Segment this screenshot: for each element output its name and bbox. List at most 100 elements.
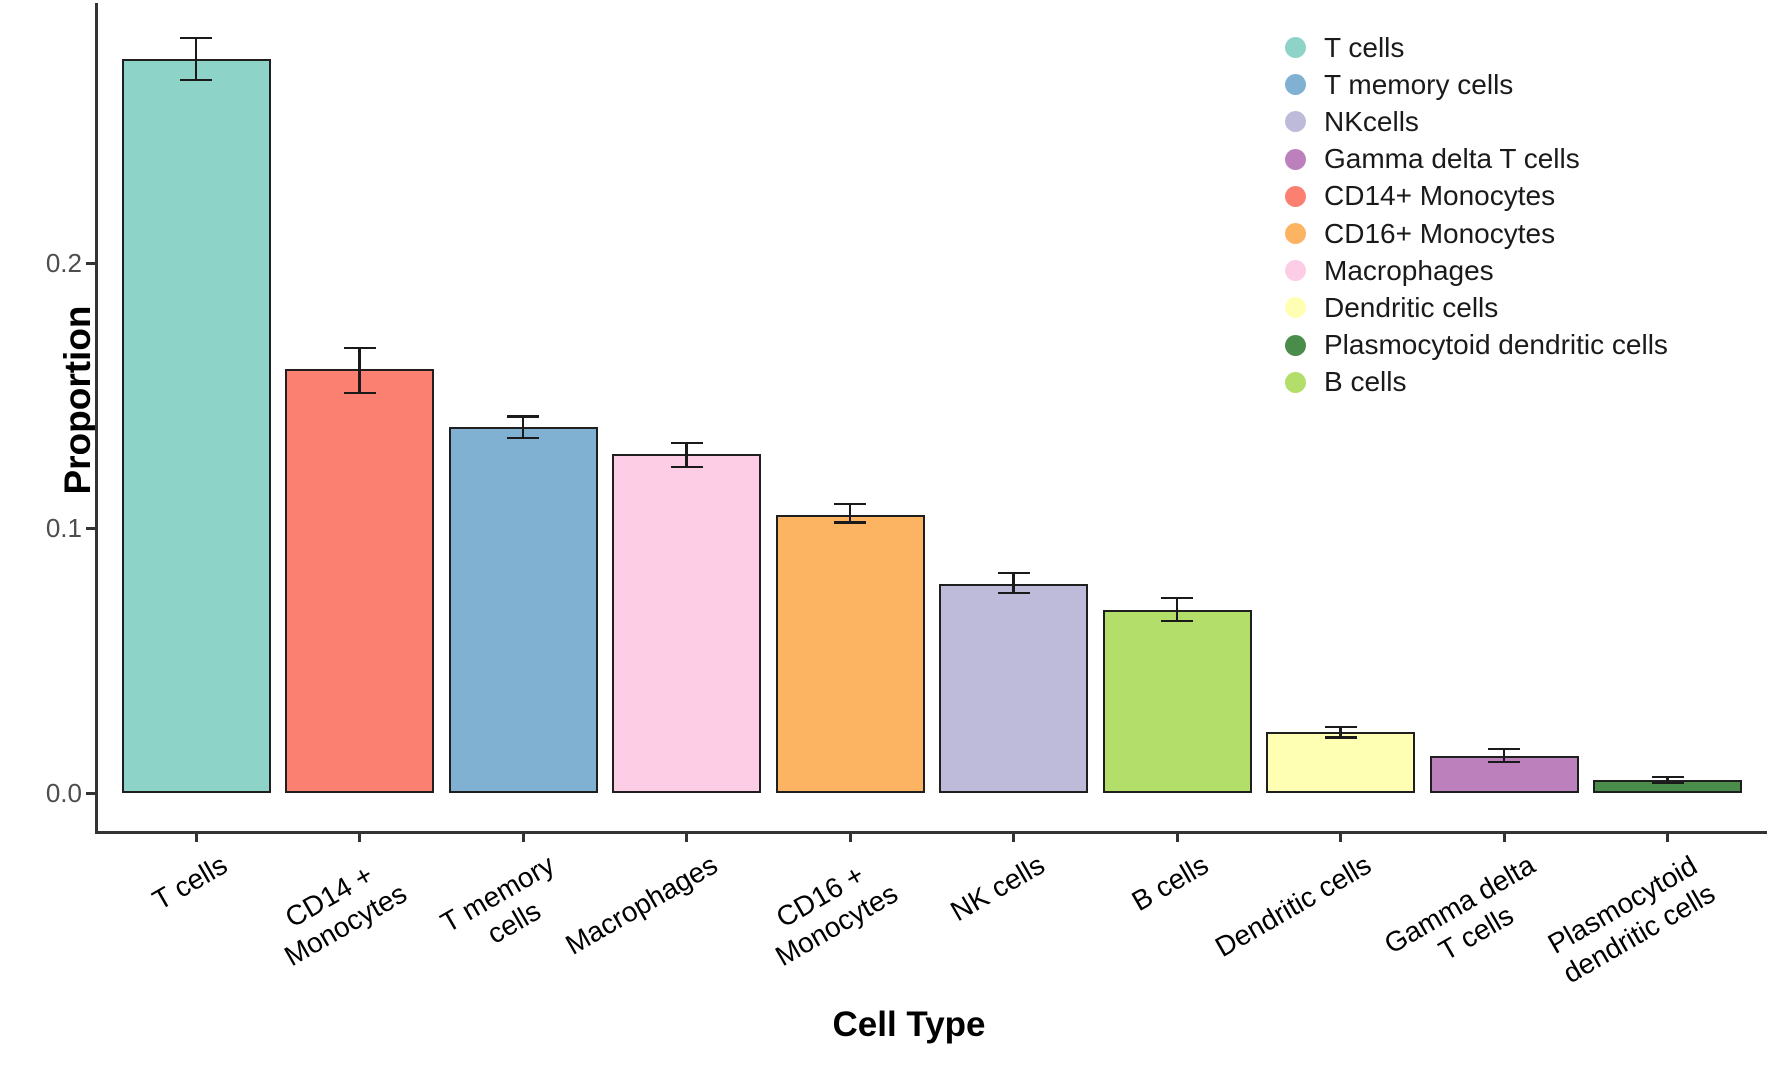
legend-row-plasmocytoid-dendritic-cells: Plasmocytoid dendritic cells	[1285, 327, 1668, 364]
legend-label-cd14-monocytes: CD14+ Monocytes	[1324, 180, 1556, 212]
legend-dot-b-cells	[1285, 371, 1306, 393]
x-tick-mark-dendritic-cells	[1339, 834, 1342, 842]
x-tick-mark-nk-cells	[1012, 834, 1015, 842]
legend-label-t-memory-cells: T memory cells	[1324, 68, 1514, 100]
y-axis-title: Proportion	[57, 305, 98, 495]
legend-row-dendritic-cells: Dendritic cells	[1285, 289, 1668, 326]
errorbar-cap-bottom-plasmocytoid-dendritic-cells	[1651, 781, 1684, 785]
x-axis-title: Cell Type	[832, 1005, 986, 1044]
legend-dot-t-cells	[1285, 37, 1306, 59]
errorbar-cap-bottom-cd14-monocytes	[343, 391, 376, 395]
x-tick-mark-cd16-monocytes	[848, 834, 852, 842]
legend-dot-nkcells	[1285, 111, 1306, 133]
legend-label-b-cells: B cells	[1324, 366, 1407, 398]
legend: T cells T memory cells NKcells Gamma delta …	[1285, 29, 1668, 401]
errorbar-line-dendritic-cells	[1339, 726, 1342, 738]
x-tick-label-line: Macrophages	[560, 848, 723, 961]
errorbar-cap-top-t-cells	[180, 36, 212, 39]
errorbar-line-macrophages	[685, 443, 688, 468]
errorbar-cap-top-cd14-monocytes	[343, 346, 376, 350]
legend-label-nkcells: NKcells	[1324, 105, 1419, 137]
legend-dot-dendritic-cells	[1285, 297, 1306, 319]
errorbar-cap-bottom-t-cells	[180, 78, 212, 82]
x-tick-label-line: B cells	[1126, 848, 1213, 917]
x-tick-mark-plasmocytoid-dendritic-cells	[1666, 834, 1669, 842]
errorbar-line-cd14-monocytes	[358, 347, 361, 393]
x-tick-label-t-cells: T cells	[146, 848, 232, 917]
legend-dot-gamma-delta-t-cells	[1285, 148, 1306, 170]
x-tick-label-dendritic-cells: Dendritic cells	[1210, 848, 1377, 964]
legend-dot-plasmocytoid-dendritic-cells	[1285, 334, 1306, 356]
legend-row-t-memory-cells: T memory cells	[1285, 66, 1668, 103]
errorbar-line-nk-cells	[1012, 573, 1015, 593]
errorbar-cap-bottom-gamma-delta-t-cells	[1488, 760, 1520, 764]
y-tick-label-0-0: 0.0	[45, 778, 82, 808]
legend-dot-cd16-monocytes	[1285, 223, 1306, 245]
x-tick-mark-cd14-monocytes	[358, 834, 361, 842]
errorbar-line-b-cells	[1175, 598, 1179, 621]
x-tick-label-macrophages: Macrophages	[560, 848, 723, 961]
x-tick-mark-t-memory-cells	[521, 834, 525, 842]
x-tick-label-line: T cells	[146, 848, 232, 916]
x-tick-label-nk-cells: NK cells	[945, 848, 1050, 928]
errorbar-line-gamma-delta-t-cells	[1502, 749, 1506, 762]
legend-dot-cd14-monocytes	[1285, 185, 1306, 207]
bar-macrophages	[612, 453, 761, 793]
legend-row-cd14-monocytes: CD14+ Monocytes	[1285, 178, 1668, 215]
legend-label-t-cells: T cells	[1324, 31, 1405, 63]
legend-row-gamma-delta-t-cells: Gamma delta T cells	[1285, 141, 1668, 178]
x-tick-mark-b-cells	[1175, 834, 1179, 842]
errorbar-cap-top-plasmocytoid-dendritic-cells	[1651, 775, 1684, 779]
errorbar-cap-bottom-cd16-monocytes	[834, 521, 866, 524]
bar-cd16-monocytes	[775, 514, 925, 793]
legend-label-gamma-delta-t-cells: Gamma delta T cells	[1324, 143, 1580, 175]
bar-t-memory-cells	[448, 427, 598, 793]
errorbar-line-plasmocytoid-dendritic-cells	[1666, 777, 1669, 783]
x-tick-label-line: Dendritic cells	[1210, 848, 1377, 963]
legend-label-dendritic-cells: Dendritic cells	[1324, 291, 1499, 323]
bar-dendritic-cells	[1266, 732, 1415, 793]
x-tick-mark-gamma-delta-t-cells	[1502, 834, 1506, 842]
errorbar-line-t-memory-cells	[521, 416, 525, 438]
x-tick-label-cd16-monocytes: CD16 + Monocytes	[753, 848, 903, 973]
bar-t-cells	[121, 58, 271, 793]
x-tick-label-gamma-delta-t-cells: Gamma delta T cells	[1378, 848, 1557, 989]
bar-nk-cells	[939, 583, 1088, 793]
errorbar-cap-top-macrophages	[670, 441, 703, 445]
errorbar-cap-top-dendritic-cells	[1324, 725, 1357, 728]
bar-b-cells	[1102, 610, 1252, 793]
legend-row-nkcells: NKcells	[1285, 103, 1668, 140]
errorbar-cap-top-b-cells	[1161, 596, 1193, 600]
y-tick-mark-0-0	[86, 791, 95, 795]
x-tick-mark-t-cells	[194, 834, 198, 842]
y-tick-label-0-1: 0.1	[45, 513, 82, 543]
errorbar-cap-top-cd16-monocytes	[834, 502, 866, 506]
x-axis-line	[95, 831, 1767, 834]
errorbar-cap-top-nk-cells	[997, 571, 1030, 575]
y-tick-mark-0-2	[86, 261, 95, 265]
x-tick-label-b-cells: B cells	[1126, 848, 1214, 918]
legend-row-b-cells: B cells	[1285, 364, 1668, 401]
legend-label-macrophages: Macrophages	[1324, 254, 1494, 286]
legend-label-cd16-monocytes: CD16+ Monocytes	[1324, 217, 1556, 249]
bar-cd14-monocytes	[285, 369, 434, 793]
x-tick-label-plasmocytoid-dendritic-cells: Plasmocytoid dendritic cells	[1541, 848, 1721, 990]
bar-gamma-delta-t-cells	[1429, 755, 1579, 793]
errorbar-cap-bottom-b-cells	[1161, 619, 1193, 622]
x-tick-label-line: NK cells	[945, 848, 1050, 928]
legend-row-macrophages: Macrophages	[1285, 252, 1668, 289]
errorbar-cap-top-t-memory-cells	[507, 415, 539, 418]
legend-row-cd16-monocytes: CD16+ Monocytes	[1285, 215, 1668, 252]
y-tick-mark-0-1	[86, 526, 95, 530]
errorbar-cap-top-gamma-delta-t-cells	[1488, 747, 1520, 751]
errorbar-cap-bottom-dendritic-cells	[1324, 736, 1357, 739]
errorbar-cap-bottom-t-memory-cells	[507, 436, 539, 440]
x-tick-mark-macrophages	[685, 834, 688, 842]
y-tick-label-0-2: 0.2	[45, 248, 82, 278]
legend-dot-macrophages	[1285, 260, 1306, 282]
errorbar-line-t-cells	[194, 37, 198, 81]
errorbar-cap-bottom-nk-cells	[997, 591, 1030, 595]
y-axis-line	[95, 3, 98, 834]
x-tick-label-cd14-monocytes: CD14 + Monocytes	[262, 848, 412, 973]
